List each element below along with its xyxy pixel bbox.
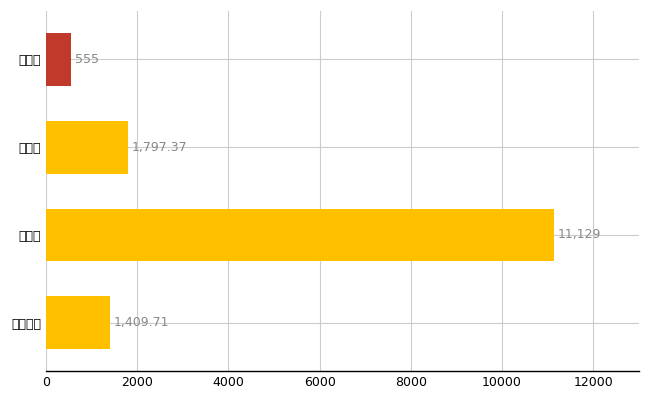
Bar xyxy=(46,33,72,86)
Bar xyxy=(46,209,554,261)
Text: 1,409.71: 1,409.71 xyxy=(114,316,170,329)
Text: 555: 555 xyxy=(75,53,99,66)
Bar xyxy=(46,121,128,174)
Text: 11,129: 11,129 xyxy=(557,228,601,242)
Bar xyxy=(46,296,110,349)
Text: 1,797.37: 1,797.37 xyxy=(131,141,187,154)
